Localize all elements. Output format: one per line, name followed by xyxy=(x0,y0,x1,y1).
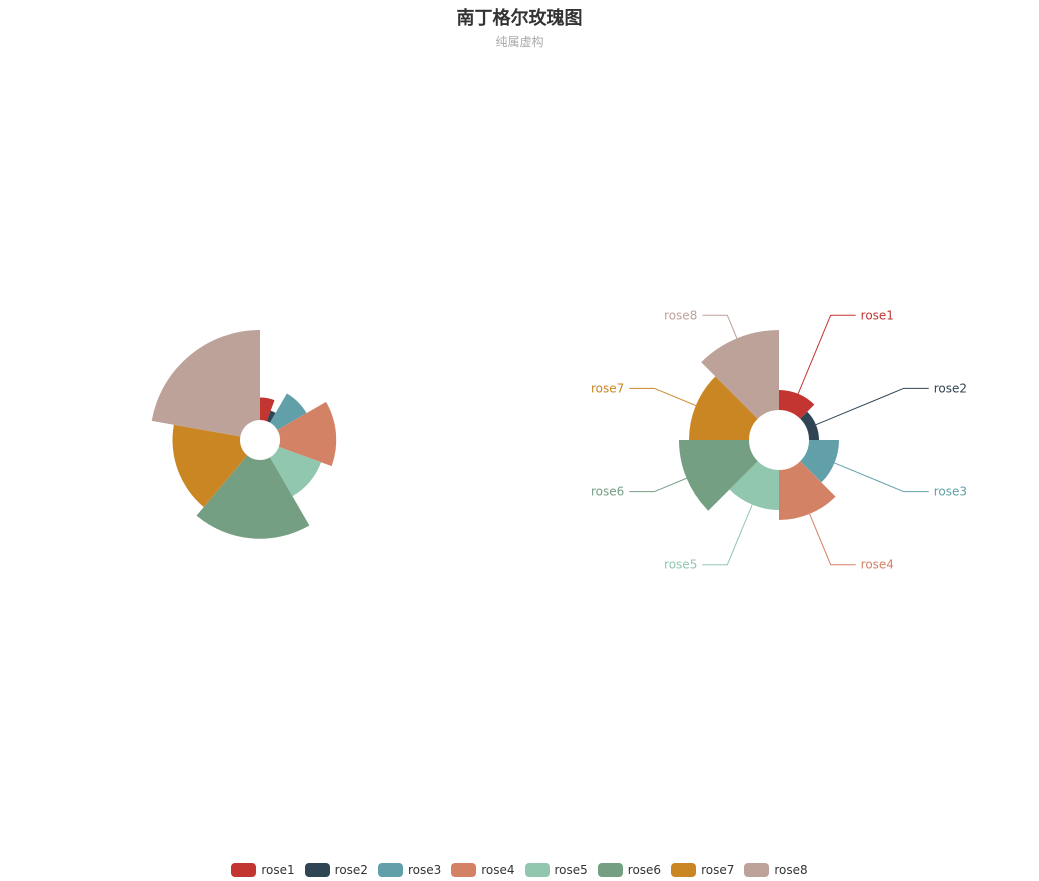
rose-sector-rose2[interactable] xyxy=(800,411,819,440)
rose-sector-rose6[interactable] xyxy=(196,455,310,539)
rose-sector-rose7[interactable] xyxy=(172,424,248,508)
label-rose7: rose7 xyxy=(591,381,624,395)
legend-item-rose7[interactable]: rose7 xyxy=(671,863,734,877)
rose-sector-rose8[interactable] xyxy=(701,330,779,419)
label-line-rose1 xyxy=(797,314,856,394)
label-rose6: rose6 xyxy=(591,485,624,499)
legend-item-rose5[interactable]: rose5 xyxy=(524,863,588,877)
legend-swatch xyxy=(524,863,550,877)
legend-label: rose2 xyxy=(334,863,368,877)
legend-label: rose7 xyxy=(701,863,735,877)
rose-sector-rose3[interactable] xyxy=(800,440,839,483)
label-rose5: rose5 xyxy=(664,558,697,572)
rose-sector-rose5[interactable] xyxy=(270,446,322,497)
rose-sector-rose4[interactable] xyxy=(277,401,337,467)
label-line-rose4 xyxy=(809,513,856,566)
legend-swatch xyxy=(671,863,697,877)
rose-sector-rose7[interactable] xyxy=(689,376,758,440)
rose-chart-area: rose1 rose2 rose3 rose4 rose5 rose6 rose7 rose8 xyxy=(591,308,967,571)
label-line-rose5 xyxy=(702,504,753,566)
legend-item-rose2[interactable]: rose2 xyxy=(304,863,368,877)
legend: rose1 rose2 rose3 rose4 rose5 rose6 rose7 rose8 xyxy=(0,859,1039,881)
legend-label: rose5 xyxy=(554,863,588,877)
legend-label: rose8 xyxy=(774,863,808,877)
legend-swatch xyxy=(597,863,623,877)
legend-label: rose6 xyxy=(627,863,662,877)
legend-label: rose1 xyxy=(261,863,295,877)
legend-swatch xyxy=(744,863,770,877)
label-line-rose2 xyxy=(815,387,929,426)
rose-sector-rose3[interactable] xyxy=(270,393,307,430)
label-line-rose7 xyxy=(629,387,697,407)
legend-swatch xyxy=(231,863,257,877)
legend-item-rose6[interactable]: rose6 xyxy=(597,863,662,877)
legend-item-rose1[interactable]: rose1 xyxy=(231,863,295,877)
legend-item-rose3[interactable]: rose3 xyxy=(377,863,442,877)
label-rose3: rose3 xyxy=(934,485,967,499)
legend-item-rose4[interactable]: rose4 xyxy=(451,863,515,877)
legend-swatch xyxy=(304,863,330,877)
rose-sector-rose8[interactable] xyxy=(151,330,260,437)
rose-sector-rose2[interactable] xyxy=(266,410,276,423)
rose-sector-rose1[interactable] xyxy=(779,390,815,419)
rose-sector-rose1[interactable] xyxy=(260,397,275,422)
rose-sector-rose6[interactable] xyxy=(679,440,758,511)
label-line-rose6 xyxy=(629,477,687,493)
label-line-rose3 xyxy=(834,462,929,493)
legend-label: rose4 xyxy=(481,863,515,877)
label-rose8: rose8 xyxy=(664,308,697,322)
chart-subtitle: 纯属虚构 xyxy=(495,35,544,49)
legend-swatch xyxy=(377,863,403,877)
legend-swatch xyxy=(451,863,477,877)
rose-chart-radius xyxy=(151,330,337,539)
label-rose1: rose1 xyxy=(861,308,894,322)
label-line-rose8 xyxy=(702,314,738,339)
label-rose4: rose4 xyxy=(861,558,894,572)
rose-sector-rose5[interactable] xyxy=(729,461,779,511)
legend-label: rose3 xyxy=(407,863,442,877)
rose-sector-rose4[interactable] xyxy=(779,461,836,520)
label-rose2: rose2 xyxy=(934,381,967,395)
legend-item-rose8[interactable]: rose8 xyxy=(744,863,808,877)
chart-title: 南丁格尔玫瑰图 xyxy=(456,8,583,29)
